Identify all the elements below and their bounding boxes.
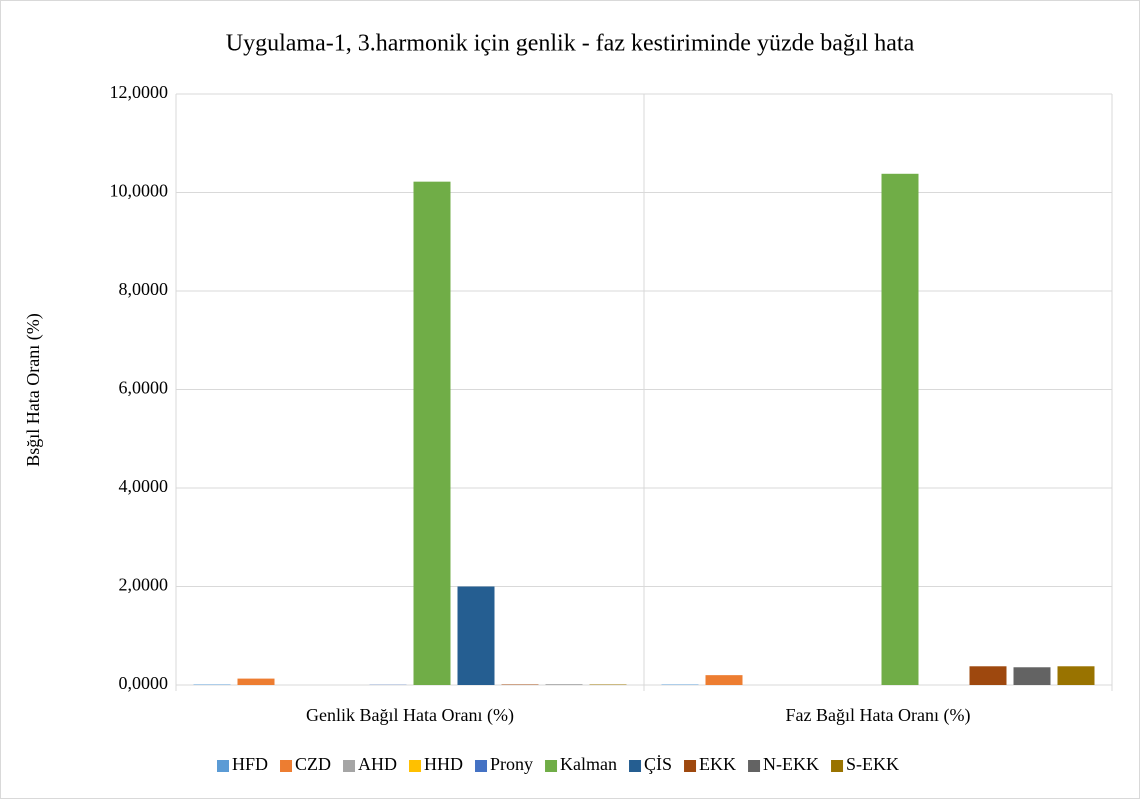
legend-swatch [831, 760, 843, 772]
legend-swatch [343, 760, 355, 772]
legend-swatch [629, 760, 641, 772]
chart-title: Uygulama-1, 3.harmonik için genlik - faz… [226, 31, 915, 57]
y-tick-label: 2,0000 [119, 575, 169, 595]
bar [414, 182, 451, 685]
y-tick-label: 10,0000 [110, 181, 169, 201]
x-tick-label: Genlik Bağıl Hata Oranı (%) [306, 705, 514, 726]
legend-swatch [217, 760, 229, 772]
legend-swatch [545, 760, 557, 772]
x-tick-label: Faz Bağıl Hata Oranı (%) [786, 705, 971, 726]
legend-label: S-EKK [846, 754, 899, 774]
legend-label: AHD [358, 754, 397, 774]
y-tick-label: 6,0000 [119, 378, 169, 398]
legend-swatch [280, 760, 292, 772]
legend-swatch [748, 760, 760, 772]
legend-label: Prony [490, 754, 533, 774]
bar [1014, 667, 1051, 685]
bar [1058, 666, 1095, 685]
bar [238, 679, 275, 685]
y-tick-label: 4,0000 [119, 476, 169, 496]
y-axis-label: Bsğıl Hata Oranı (%) [23, 313, 44, 466]
legend-label: HFD [232, 754, 268, 774]
legend-label: CZD [295, 754, 331, 774]
bar [882, 174, 919, 685]
legend-swatch [409, 760, 421, 772]
legend-swatch [684, 760, 696, 772]
y-tick-label: 12,0000 [110, 82, 169, 102]
bar [706, 675, 743, 685]
legend-label: ÇİS [644, 754, 672, 774]
y-tick-label: 8,0000 [119, 279, 169, 299]
legend-label: HHD [424, 754, 463, 774]
legend-swatch [475, 760, 487, 772]
legend-label: EKK [699, 754, 736, 774]
legend-label: N-EKK [763, 754, 819, 774]
legend-label: Kalman [560, 754, 617, 774]
bar [970, 666, 1007, 685]
y-tick-label: 0,0000 [119, 673, 169, 693]
bar [458, 587, 495, 686]
